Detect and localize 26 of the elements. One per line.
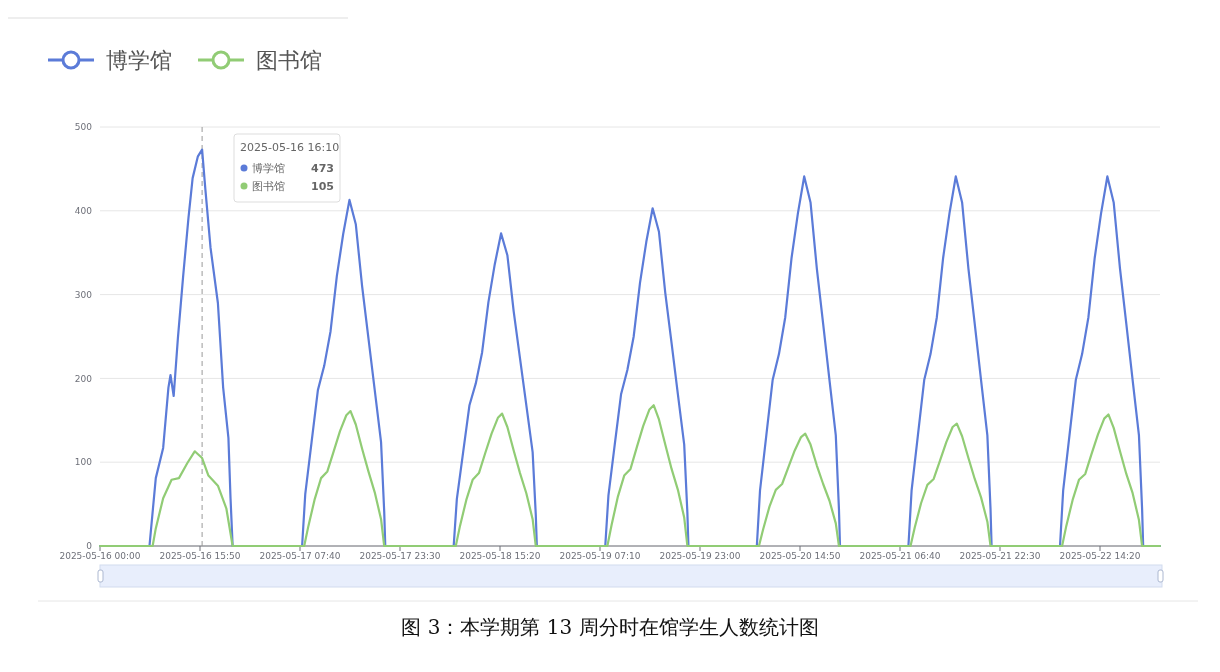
x-tick-label: 2025-05-20 14:50 [759, 551, 841, 561]
x-tick-label: 2025-05-17 07:40 [259, 551, 341, 561]
text: 博学馆 [106, 47, 172, 73]
legend-label: 图书馆 [252, 179, 285, 193]
y-tick-label: 0 [86, 541, 93, 552]
legend-label: 博学馆 [252, 161, 285, 175]
annotation: 473 [311, 161, 334, 175]
y-tick-label: 200 [74, 373, 93, 384]
x-tick-label: 2025-05-19 23:00 [659, 551, 741, 561]
x-tick-label: 2025-05-16 15:50 [159, 551, 241, 561]
caption: 图 3：本学期第 13 周分时在馆学生人数统计图 [401, 615, 819, 639]
annotation: 105 [311, 179, 334, 193]
x-tick-label: 2025-05-17 23:30 [359, 551, 441, 561]
y-tick-label: 500 [74, 122, 93, 133]
x-tick-label: 2025-05-18 15:20 [459, 551, 541, 561]
x-tick-label: 2025-05-22 14:20 [1059, 551, 1141, 561]
y-tick-label: 300 [74, 289, 93, 300]
y-tick-label: 400 [74, 205, 93, 216]
y-tick-label: 100 [74, 457, 93, 468]
x-tick-label: 2025-05-19 07:10 [559, 551, 641, 561]
annotation: 2025-05-16 16:10 [240, 141, 340, 154]
x-tick-label: 2025-05-21 22:30 [959, 551, 1041, 561]
x-tick-label: 2025-05-16 00:00 [59, 551, 141, 561]
x-tick-label: 2025-05-21 06:40 [859, 551, 941, 561]
text: 图书馆 [256, 47, 322, 73]
line-series [98, 404, 1162, 548]
